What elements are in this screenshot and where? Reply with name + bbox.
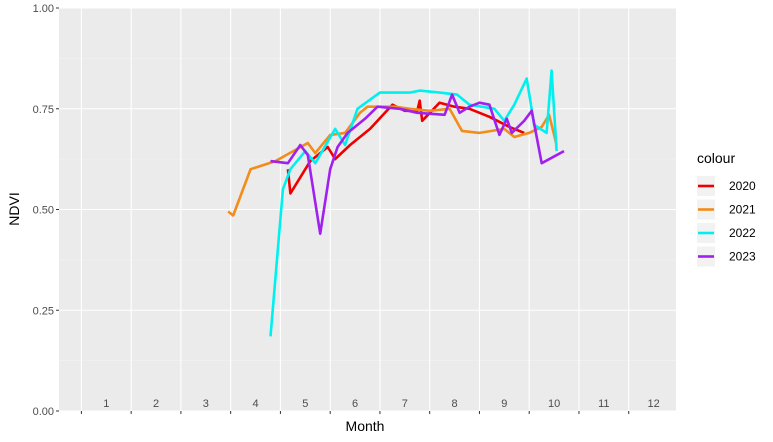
legend-title: colour [697, 150, 735, 166]
legend-label-2023: 2023 [729, 250, 756, 264]
legend-label-2022: 2022 [729, 226, 756, 240]
month-label: 9 [501, 398, 507, 410]
month-label: 10 [548, 398, 560, 410]
month-label: 12 [647, 398, 659, 410]
month-label: 5 [302, 398, 308, 410]
month-label: 8 [452, 398, 458, 410]
minor-grid [59, 58, 676, 361]
y-axis: 0.00 0.25 0.50 0.75 1.00 [33, 3, 59, 418]
x-axis [80, 411, 630, 414]
x-axis-title: Month [346, 418, 385, 434]
month-label: 11 [598, 398, 609, 410]
y-tick-label: 0.00 [33, 406, 54, 418]
y-tick-label: 0.50 [33, 205, 54, 217]
month-label: 7 [402, 398, 408, 410]
y-tick-label: 1.00 [33, 3, 54, 15]
major-grid [59, 7, 676, 412]
month-labels: 1 2 3 4 5 6 7 8 9 10 11 12 [103, 398, 660, 410]
month-label: 6 [352, 398, 358, 410]
month-label: 2 [153, 398, 159, 410]
y-axis-title: NDVI [6, 192, 22, 225]
month-label: 3 [203, 398, 209, 410]
series-lines [227, 69, 565, 337]
y-tick-label: 0.75 [33, 104, 54, 116]
month-label: 4 [252, 398, 258, 410]
legend-label-2021: 2021 [729, 203, 756, 217]
legend-label-2020: 2020 [729, 179, 756, 193]
series-line-2022 [269, 69, 558, 337]
y-tick-label: 0.25 [33, 305, 54, 317]
month-label: 1 [103, 398, 109, 410]
legend: colour 2020 2021 2022 2023 [697, 150, 756, 267]
series-line-2023 [270, 93, 565, 235]
series-line-2021 [227, 105, 558, 217]
